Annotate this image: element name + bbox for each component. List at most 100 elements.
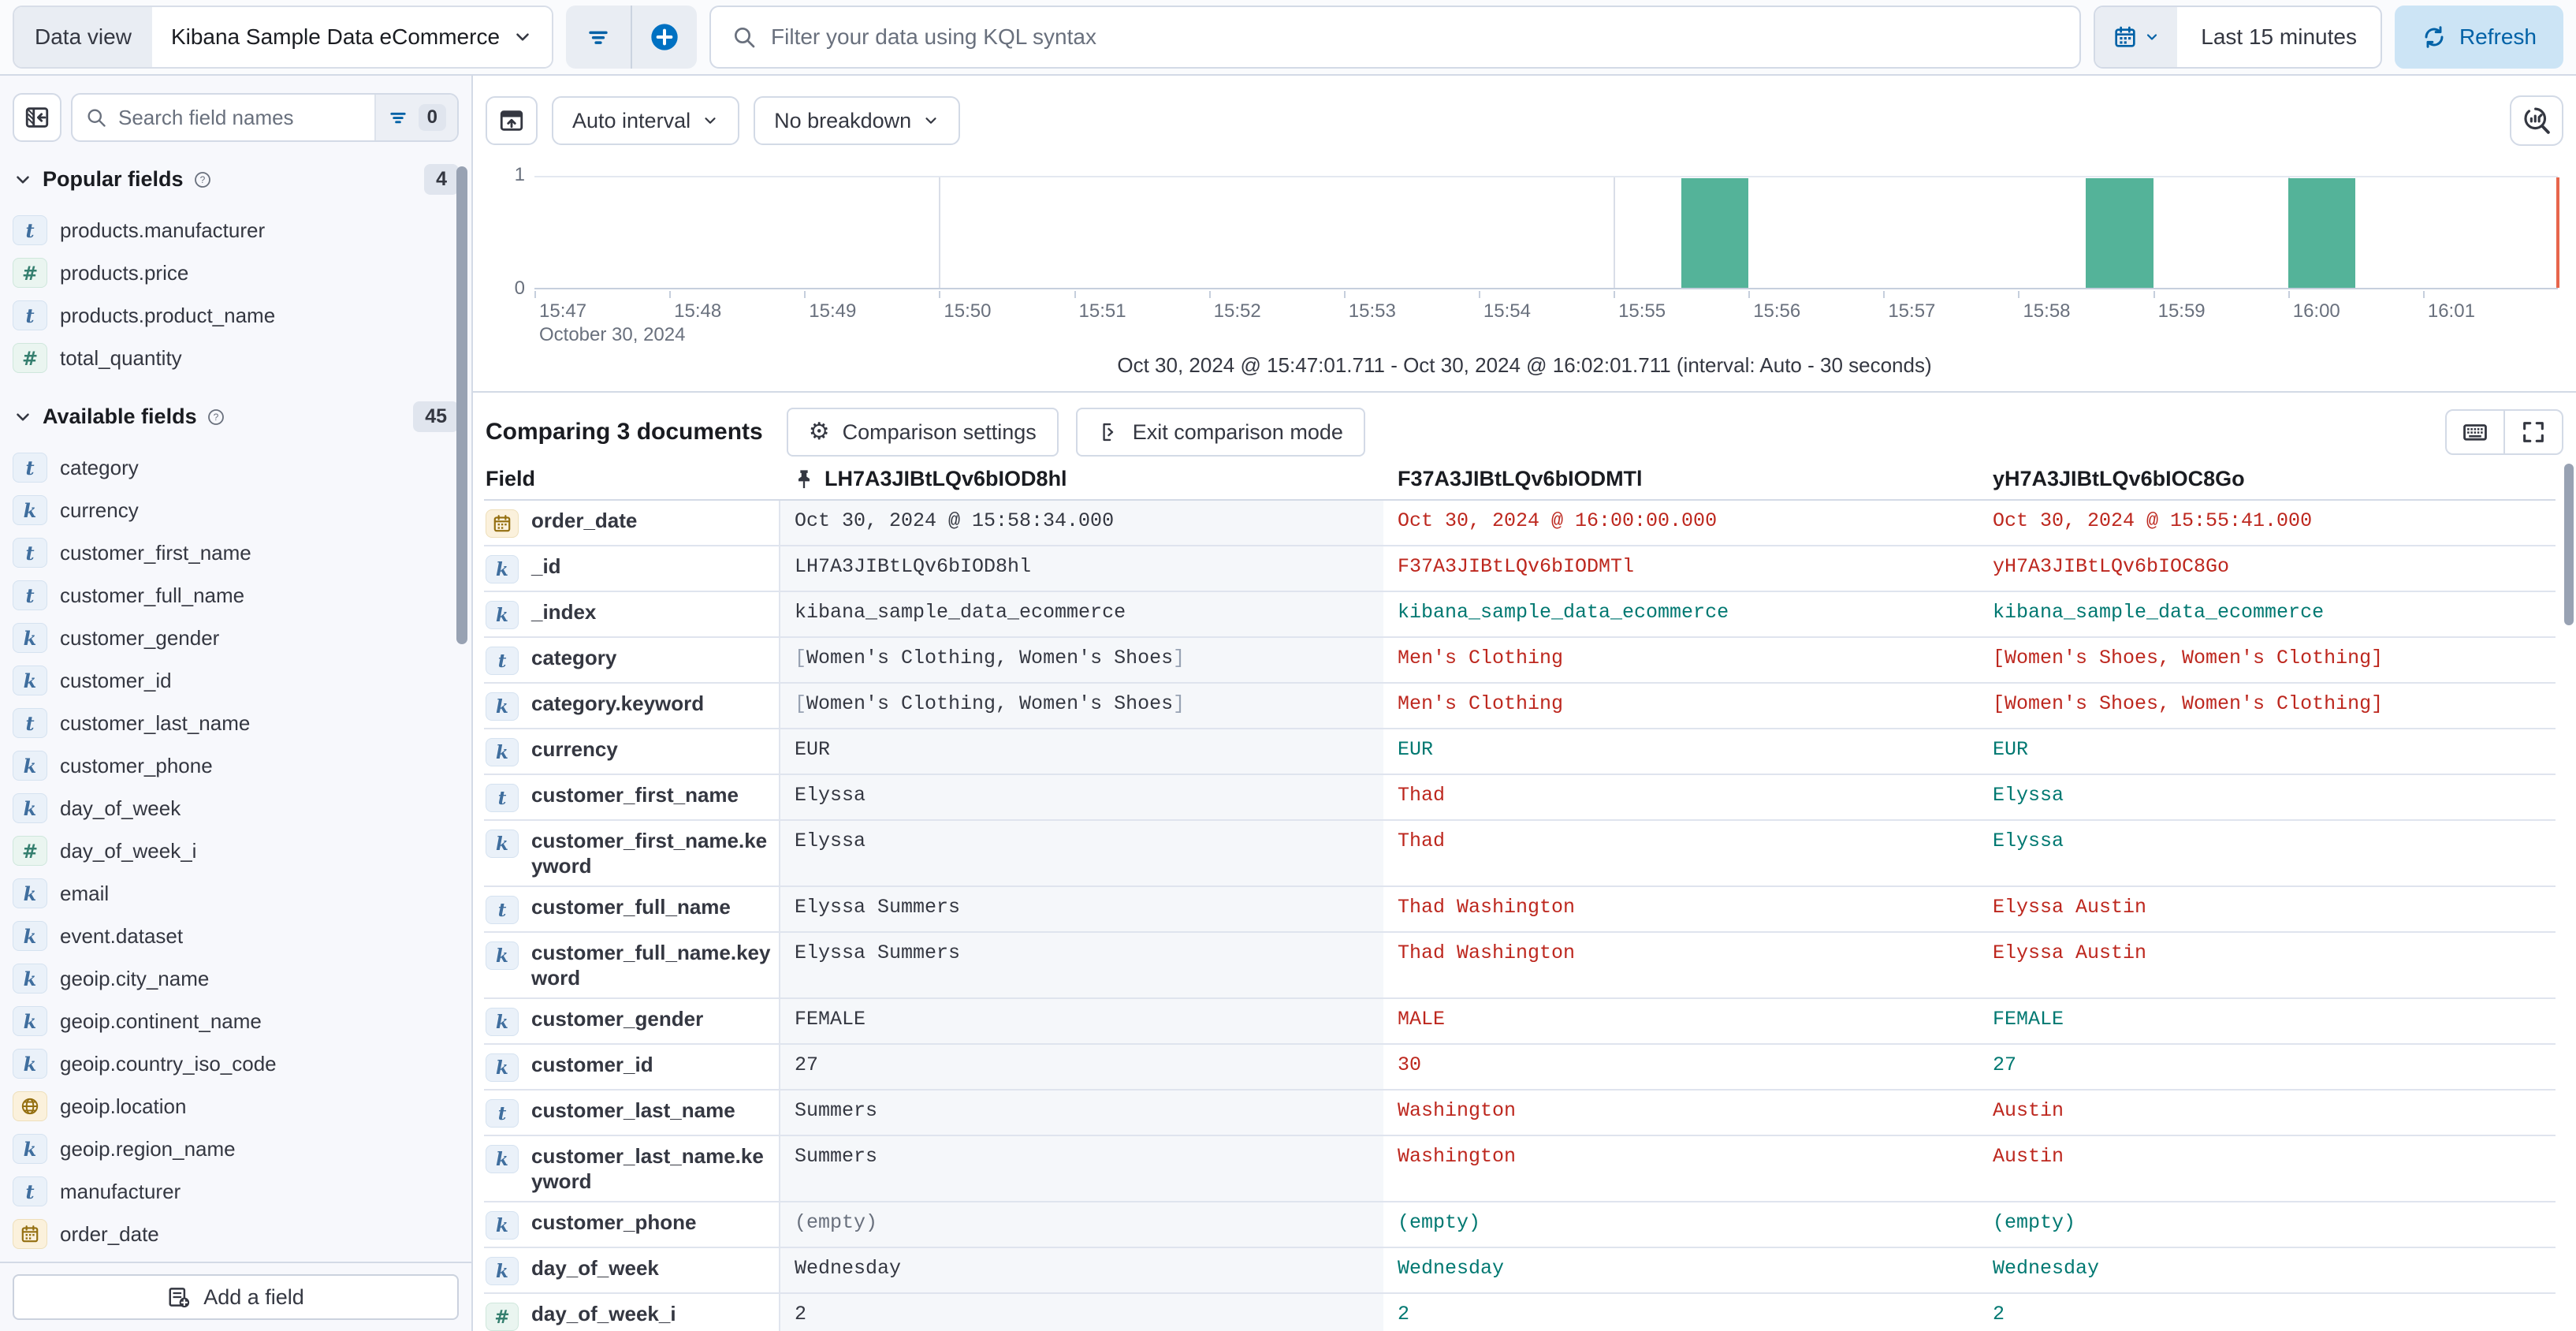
fullscreen-button[interactable] (2505, 411, 2562, 453)
doc-value-cell[interactable]: 2 (1993, 1303, 2005, 1325)
doc-value-cell[interactable]: Thad Washington (1398, 941, 1576, 964)
doc-value-cell[interactable]: Men's Clothing (1398, 647, 1564, 669)
doc-value-cell[interactable]: Oct 30, 2024 @ 16:00:00.000 (1398, 509, 1718, 532)
base-doc-value-cell[interactable]: Elyssa (779, 821, 1383, 885)
field-item-customer_id[interactable]: k customer_id (0, 659, 471, 702)
base-doc-value-cell[interactable]: LH7A3JIBtLQv6bIOD8hl (779, 546, 1383, 591)
doc-value-cell[interactable]: Thad Washington (1398, 896, 1576, 919)
field-name-cell[interactable]: k customer_first_name.keyword (484, 821, 779, 885)
field-item-geoip.location[interactable]: geoip.location (0, 1085, 471, 1128)
base-doc-value-cell[interactable]: Elyssa (779, 775, 1383, 819)
field-item-products.product_name[interactable]: t products.product_name (0, 294, 471, 337)
doc-value-cell[interactable]: Thad (1398, 784, 1446, 807)
doc-value-cell[interactable]: MALE (1398, 1008, 1446, 1031)
base-doc-value-cell[interactable]: 27 (779, 1045, 1383, 1089)
field-name-cell[interactable]: k customer_last_name.keyword (484, 1136, 779, 1201)
field-name-cell[interactable]: t customer_full_name (484, 887, 779, 931)
doc-value-cell[interactable]: Elyssa (1993, 784, 2064, 807)
table-scrollbar[interactable] (2564, 464, 2574, 625)
field-item-customer_first_name[interactable]: t customer_first_name (0, 531, 471, 574)
doc-value-cell[interactable]: Austin (1993, 1145, 2064, 1168)
popular-fields-header[interactable]: Popular fields ? 4 (0, 142, 471, 204)
add-filter-button[interactable] (632, 6, 697, 69)
collapse-sidebar-button[interactable] (13, 93, 61, 142)
doc-value-cell[interactable]: Elyssa Austin (1993, 941, 2147, 964)
field-name-cell[interactable]: k customer_gender (484, 999, 779, 1043)
doc-value-cell[interactable]: Elyssa (1993, 830, 2064, 852)
doc-value-cell[interactable]: 30 (1398, 1053, 1422, 1076)
doc-value-cell[interactable]: Austin (1993, 1099, 2064, 1122)
field-item-geoip.city_name[interactable]: k geoip.city_name (0, 957, 471, 1000)
base-doc-value-cell[interactable]: EUR (779, 729, 1383, 774)
doc-value-cell[interactable]: [Women's Shoes, Women's Clothing] (1993, 647, 2384, 669)
field-name-cell[interactable]: k customer_full_name.keyword (484, 933, 779, 997)
base-doc-value-cell[interactable]: Wednesday (779, 1248, 1383, 1292)
field-name-cell[interactable]: t customer_first_name (484, 775, 779, 819)
breakdown-dropdown[interactable]: No breakdown (754, 96, 961, 145)
field-item-email[interactable]: k email (0, 872, 471, 915)
base-doc-value-cell[interactable]: Elyssa Summers (779, 933, 1383, 997)
field-name-cell[interactable]: k category.keyword (484, 684, 779, 728)
time-range-button[interactable]: Last 15 minutes (2177, 7, 2381, 67)
field-name-cell[interactable]: k _id (484, 546, 779, 591)
base-doc-value-cell[interactable]: [Women's Clothing, Women's Shoes] (779, 684, 1383, 728)
field-item-geoip.country_iso_code[interactable]: k geoip.country_iso_code (0, 1042, 471, 1085)
doc-value-cell[interactable]: 2 (1398, 1303, 1410, 1325)
base-doc-value-cell[interactable]: [Women's Clothing, Women's Shoes] (779, 638, 1383, 682)
base-doc-value-cell[interactable]: FEMALE (779, 999, 1383, 1043)
field-item-currency[interactable]: k currency (0, 489, 471, 531)
base-doc-value-cell[interactable]: Summers (779, 1136, 1383, 1201)
doc-value-cell[interactable]: yH7A3JIBtLQv6bIOC8Go (1993, 555, 2230, 578)
field-item-products.manufacturer[interactable]: t products.manufacturer (0, 209, 471, 252)
field-name-cell[interactable]: k day_of_week (484, 1248, 779, 1292)
comparison-settings-button[interactable]: ⚙ Comparison settings (786, 408, 1059, 457)
histogram-bar[interactable] (2288, 178, 2356, 288)
field-item-total_quantity[interactable]: # total_quantity (0, 337, 471, 379)
exit-comparison-button[interactable]: Exit comparison mode (1075, 408, 1365, 457)
field-search-input[interactable]: Search field names 0 (71, 93, 459, 142)
doc-value-cell[interactable]: kibana_sample_data_ecommerce (1993, 601, 2325, 624)
base-doc-value-cell[interactable]: (empty) (779, 1202, 1383, 1247)
field-item-order_date[interactable]: order_date (0, 1213, 471, 1255)
field-item-geoip.region_name[interactable]: k geoip.region_name (0, 1128, 471, 1170)
histogram-bar[interactable] (1681, 178, 1749, 288)
doc-value-cell[interactable]: F37A3JIBtLQv6bIODMTl (1398, 555, 1635, 578)
add-field-button[interactable]: Add a field (13, 1274, 459, 1320)
base-doc-value-cell[interactable]: Elyssa Summers (779, 887, 1383, 931)
doc-value-cell[interactable]: [Women's Shoes, Women's Clothing] (1993, 692, 2384, 715)
doc-value-cell[interactable]: Elyssa Austin (1993, 896, 2147, 919)
field-name-cell[interactable]: k _index (484, 592, 779, 636)
hide-chart-button[interactable] (486, 96, 538, 145)
histogram-bar[interactable] (2086, 178, 2153, 288)
field-item-day_of_week_i[interactable]: # day_of_week_i (0, 830, 471, 872)
field-item-products.price[interactable]: # products.price (0, 252, 471, 294)
field-name-cell[interactable]: order_date (484, 501, 779, 545)
doc-value-cell[interactable]: Wednesday (1398, 1257, 1505, 1280)
data-view-selector[interactable]: Kibana Sample Data eCommerce (151, 7, 553, 67)
field-item-event.dataset[interactable]: k event.dataset (0, 915, 471, 957)
doc-value-cell[interactable]: FEMALE (1993, 1008, 2064, 1031)
kql-search-input[interactable]: Filter your data using KQL syntax (709, 6, 2082, 69)
doc-value-cell[interactable]: EUR (1398, 738, 1434, 761)
doc-value-cell[interactable]: EUR (1993, 738, 2029, 761)
field-item-customer_full_name[interactable]: t customer_full_name (0, 574, 471, 617)
field-filter-button[interactable]: 0 (374, 95, 457, 140)
doc-value-cell[interactable]: Washington (1398, 1099, 1517, 1122)
sidebar-scrollbar[interactable] (456, 166, 467, 644)
keyboard-shortcuts-button[interactable] (2447, 411, 2503, 453)
doc-value-cell[interactable]: Thad (1398, 830, 1446, 852)
doc-value-cell[interactable]: (empty) (1993, 1211, 2076, 1234)
field-item-customer_last_name[interactable]: t customer_last_name (0, 702, 471, 744)
field-item-category[interactable]: t category (0, 446, 471, 489)
field-name-cell[interactable]: k customer_phone (484, 1202, 779, 1247)
interval-dropdown[interactable]: Auto interval (552, 96, 740, 145)
doc-value-cell[interactable]: Men's Clothing (1398, 692, 1564, 715)
base-doc-value-cell[interactable]: Oct 30, 2024 @ 15:58:34.000 (779, 501, 1383, 545)
base-doc-value-cell[interactable]: kibana_sample_data_ecommerce (779, 592, 1383, 636)
available-fields-header[interactable]: Available fields ? 45 (0, 379, 471, 442)
histogram-chart[interactable]: 15:47 15:48 15:49 15:50 15:51 15:52 15:53 15:54… (534, 176, 2559, 345)
explore-in-lens-button[interactable] (2510, 95, 2563, 146)
field-item-manufacturer[interactable]: t manufacturer (0, 1170, 471, 1213)
base-doc-value-cell[interactable]: Summers (779, 1091, 1383, 1135)
field-name-cell[interactable]: t customer_last_name (484, 1091, 779, 1135)
